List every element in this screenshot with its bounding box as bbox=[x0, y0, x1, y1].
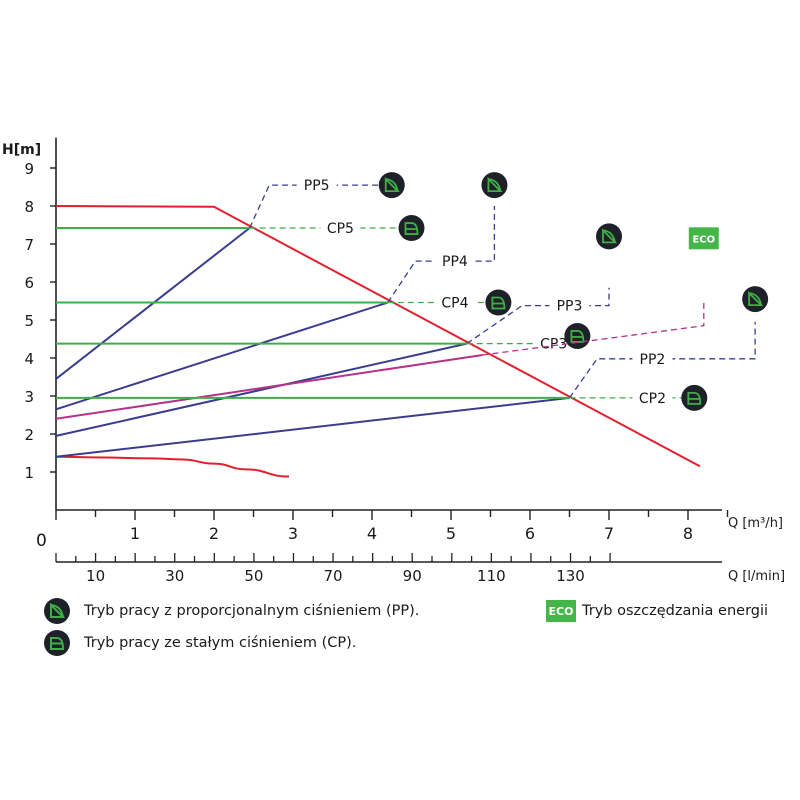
x-tick-label: 3 bbox=[288, 524, 298, 543]
cp-mode-icon bbox=[564, 322, 591, 349]
callout-leader bbox=[568, 321, 756, 399]
series-line-max bbox=[55, 205, 701, 468]
icon-glyph bbox=[404, 222, 419, 235]
legend-cp-label: Tryb pracy ze stałym ciśnieniem (CP). bbox=[84, 635, 357, 651]
callout-label-bg bbox=[632, 387, 673, 408]
icon-glyph bbox=[749, 292, 763, 306]
series-line-pp3 bbox=[55, 342, 468, 437]
icon-glyph bbox=[491, 296, 506, 310]
icon-disc bbox=[398, 215, 425, 242]
icon-glyph bbox=[687, 391, 702, 405]
pp-mode-icon bbox=[378, 172, 405, 199]
y-tick-label: 7 bbox=[24, 236, 34, 254]
icon-glyph bbox=[602, 229, 616, 243]
cp-mode-icon bbox=[398, 215, 425, 242]
cp-mode-icon bbox=[44, 630, 70, 656]
callout-label-bg bbox=[533, 333, 574, 354]
legend-pp: Tryb pracy z proporcjonalnym ciśnieniem … bbox=[44, 598, 419, 624]
callout-label-bg bbox=[434, 292, 475, 313]
series-line-pp2 bbox=[55, 354, 483, 420]
x-tick-label: 8 bbox=[683, 524, 693, 543]
callout-label: CP3 bbox=[540, 337, 567, 353]
x2-axis-label: Q [l/min] bbox=[728, 569, 785, 584]
x-tick-label: 6 bbox=[525, 524, 535, 543]
y-tick-label: 9 bbox=[24, 160, 34, 178]
icon-disc bbox=[564, 322, 591, 349]
y-axis-label: H[m] bbox=[2, 142, 41, 158]
icon-glyph bbox=[487, 176, 503, 193]
pp-mode-icon bbox=[596, 223, 622, 250]
y-tick-label: 4 bbox=[24, 350, 34, 368]
chart-callouts: PP5 PP4 CP5 CP4 PP3 CP3 ECO PP2 CP2 bbox=[249, 172, 769, 411]
x-tick-label: 7 bbox=[604, 524, 614, 543]
eco-badge: ECO bbox=[546, 600, 576, 622]
callout-label: PP2 bbox=[640, 352, 666, 368]
icon-glyph bbox=[385, 178, 399, 192]
y-tick-label: 2 bbox=[24, 426, 34, 444]
x-tick-label: 5 bbox=[446, 524, 456, 543]
y-tick-label: 1 bbox=[24, 464, 34, 482]
x2-tick-label: 70 bbox=[324, 567, 343, 585]
legend-cp: Tryb pracy ze stałym ciśnieniem (CP). bbox=[44, 630, 356, 656]
legend-eco-label: Tryb oszczędzania energii bbox=[582, 603, 769, 619]
chart-series bbox=[55, 205, 701, 478]
chart-axes: 1 2 3 4 5 6 7 8 9 H[m] 1 2 3 4 5 6 7 8 Q [m³/h] 0 10 30 50 70 90… bbox=[2, 137, 785, 585]
callout-label-bg bbox=[549, 295, 590, 316]
callout-leader bbox=[482, 299, 705, 356]
series-line-min bbox=[55, 455, 290, 478]
x2-tick-label: 50 bbox=[244, 567, 263, 585]
icon-disc bbox=[681, 384, 708, 411]
y-tick-label: 8 bbox=[24, 198, 34, 216]
y-tick-label: 5 bbox=[24, 312, 34, 330]
cp-mode-icon bbox=[681, 384, 708, 411]
x-tick-label: 2 bbox=[209, 524, 219, 543]
callout-leader bbox=[387, 206, 496, 303]
icon-glyph bbox=[602, 228, 618, 244]
callout-label: CP2 bbox=[639, 391, 666, 407]
series-line-pp1 bbox=[55, 396, 570, 458]
eco-icon-label: ECO bbox=[692, 234, 715, 245]
x2-tick-label: 130 bbox=[556, 567, 585, 585]
callout-label-bg bbox=[632, 348, 673, 369]
pp-mode-icon bbox=[44, 598, 70, 624]
x-tick-label: 1 bbox=[130, 524, 140, 543]
origin-label: 0 bbox=[36, 531, 47, 551]
callout-label-bg bbox=[320, 218, 361, 239]
icon-glyph bbox=[748, 290, 764, 307]
callout-label-bg bbox=[434, 251, 475, 272]
y-tick-label: 3 bbox=[24, 388, 34, 406]
eco-icon-box bbox=[688, 227, 719, 250]
x-axis-label: Q [m³/h] bbox=[728, 516, 783, 531]
callout-label: PP5 bbox=[304, 178, 330, 194]
series-line-pp4 bbox=[55, 301, 389, 411]
eco-icon: ECO bbox=[688, 227, 719, 250]
pp-mode-icon bbox=[742, 286, 769, 313]
legend-pp-label: Tryb pracy z proporcjonalnym ciśnieniem … bbox=[84, 603, 420, 619]
legend-eco: ECO Tryb oszczędzania energii bbox=[546, 600, 768, 622]
x-tick-label: 4 bbox=[367, 524, 377, 543]
callout-label: PP4 bbox=[442, 254, 468, 270]
icon-glyph bbox=[384, 176, 400, 193]
callout-label: CP5 bbox=[327, 221, 354, 237]
x2-tick-label: 110 bbox=[477, 567, 506, 585]
x2-tick-label: 90 bbox=[403, 567, 422, 585]
pp-mode-icon bbox=[481, 172, 508, 199]
cp-mode-icon bbox=[485, 289, 512, 316]
icon-glyph bbox=[488, 178, 502, 192]
x2-tick-label: 10 bbox=[86, 567, 105, 585]
callout-label-bg bbox=[296, 175, 337, 196]
callout-label: PP3 bbox=[557, 299, 583, 315]
pump-performance-chart: 1 2 3 4 5 6 7 8 9 H[m] 1 2 3 4 5 6 7 8 Q [m³/h] 0 10 30 50 70 90… bbox=[2, 137, 785, 585]
callout-label: CP4 bbox=[441, 296, 468, 312]
x2-tick-label: 30 bbox=[165, 567, 184, 585]
icon-disc bbox=[485, 289, 512, 316]
y-tick-label: 6 bbox=[24, 274, 34, 292]
callout-leader bbox=[249, 184, 388, 229]
